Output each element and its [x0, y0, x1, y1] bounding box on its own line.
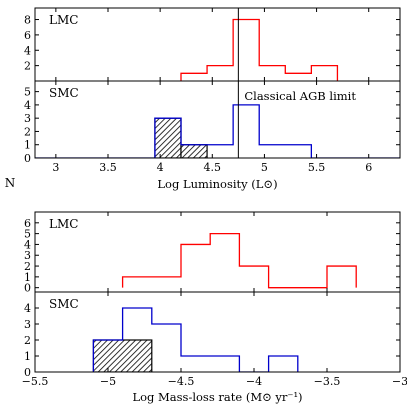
- x-tick-label: −5: [100, 375, 116, 388]
- histogram-series: [35, 104, 400, 158]
- hatched-bar: [92, 339, 153, 372]
- panel-frame: [34, 7, 401, 82]
- y-tick-label: 3: [24, 112, 31, 125]
- y-tick-label: 2: [24, 334, 31, 347]
- hatched-bar: [180, 144, 208, 158]
- x-tick-label: −3: [392, 375, 407, 388]
- x-tick-label: −3.5: [314, 375, 341, 388]
- x-tick-label: −5.5: [22, 375, 49, 388]
- x-tick-label: 3.5: [99, 161, 117, 174]
- y-tick-label: 2: [24, 260, 31, 273]
- panel-label: SMC: [49, 297, 79, 311]
- y-tick-label: 4: [24, 99, 31, 112]
- y-tick-label: 1: [24, 271, 31, 284]
- panel-frame: [34, 80, 401, 159]
- x-axis-label: Log Luminosity (L⊙): [157, 177, 277, 191]
- y-tick-label: 2: [24, 125, 31, 138]
- panel-frame: [34, 211, 401, 293]
- y-tick-label: 0: [24, 366, 31, 379]
- x-tick-label: −4.5: [168, 375, 195, 388]
- y-tick-label: 8: [24, 14, 31, 27]
- x-tick-label: 5: [261, 161, 268, 174]
- y-tick-label: 2: [24, 60, 31, 73]
- y-tick-label: 3: [24, 318, 31, 331]
- histogram-series: [92, 307, 299, 372]
- y-tick-label: 0: [24, 152, 31, 165]
- y-tick-label: 4: [24, 302, 31, 315]
- panel-0-0: 2 4 6 8 LMC: [24, 7, 401, 82]
- panel-label: LMC: [49, 13, 78, 27]
- y-tick-label: 4: [24, 238, 31, 251]
- y-tick-label: 5: [24, 86, 31, 99]
- histogram-series: [180, 18, 339, 81]
- y-tick-label: 0: [24, 282, 31, 295]
- x-tick-label: 6: [365, 161, 372, 174]
- y-tick-label: 6: [24, 217, 31, 230]
- annotation-text: Classical AGB limit: [244, 89, 356, 103]
- y-axis-label: N: [5, 176, 16, 190]
- hatched-bar: [154, 117, 182, 158]
- y-tick-label: 4: [24, 44, 31, 57]
- x-tick-label: 5.5: [308, 161, 326, 174]
- x-tick-label: 4.5: [204, 161, 222, 174]
- y-tick-label: 1: [24, 139, 31, 152]
- y-tick-label: 6: [24, 29, 31, 42]
- x-tick-label: 3: [52, 161, 59, 174]
- x-axis-label: Log Mass-loss rate (M⊙ yr⁻¹): [132, 390, 302, 404]
- panel-label: LMC: [49, 217, 78, 231]
- panel-frame: [34, 291, 401, 373]
- y-tick-label: 3: [24, 249, 31, 262]
- y-tick-label: 1: [24, 350, 31, 363]
- histogram-series: [121, 232, 357, 289]
- panel-label: SMC: [49, 86, 79, 100]
- y-tick-label: 5: [24, 228, 31, 241]
- panel-1-1: 0 1 2 3 4 SMC: [24, 291, 401, 379]
- x-tick-label: 4: [157, 161, 164, 174]
- x-tick-label: −4: [246, 375, 262, 388]
